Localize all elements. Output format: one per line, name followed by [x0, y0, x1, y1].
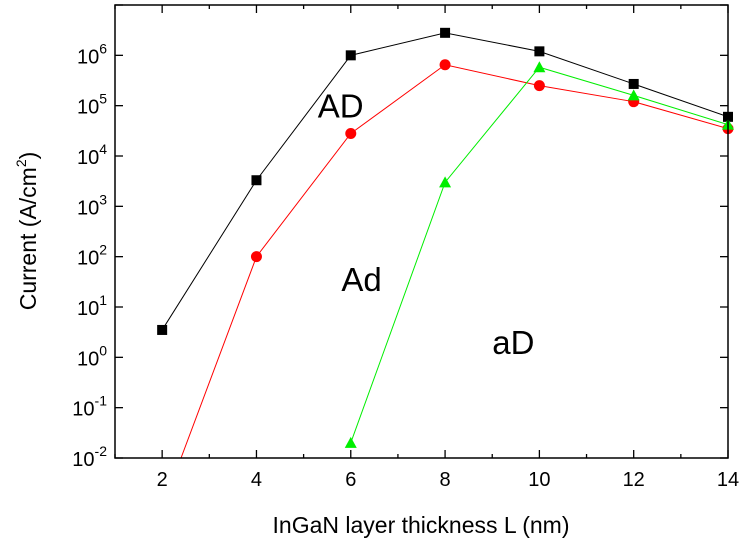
series-line-circle [180, 64, 728, 458]
y-tick-exp: 5 [99, 91, 107, 107]
y-tick-base: 10 [72, 449, 94, 471]
annotation-label: aD [492, 324, 534, 361]
y-tick-base: 10 [77, 248, 99, 270]
y-axis-title-tail: ) [15, 152, 41, 160]
annotation-label: Ad [341, 261, 381, 298]
x-tick-label: 12 [623, 469, 645, 491]
x-tick-label: 10 [528, 469, 550, 491]
data-point-square [157, 324, 168, 335]
y-tick-label: 101 [77, 292, 107, 320]
data-point-square [345, 50, 356, 61]
y-tick-exp: 0 [99, 342, 107, 358]
x-tick-label: 4 [251, 469, 262, 491]
y-tick-label: 106 [77, 40, 107, 68]
data-point-square [440, 27, 451, 38]
y-axis-title-sup: 2 [13, 159, 29, 167]
x-tick-label: 14 [717, 469, 739, 491]
y-tick-exp: 2 [99, 242, 107, 258]
series-line-triangle [350, 66, 728, 444]
y-tick-exp: -1 [95, 393, 108, 409]
y-tick-base: 10 [77, 46, 99, 68]
y-tick-exp: 4 [99, 141, 107, 157]
y-tick-exp: 1 [99, 292, 107, 308]
y-tick-base: 10 [77, 197, 99, 219]
markers-layer [157, 27, 734, 448]
annotation-label: AD [318, 88, 364, 125]
data-point-triangle [627, 89, 640, 101]
y-tick-label: 10-2 [72, 443, 107, 471]
data-point-triangle [439, 176, 452, 188]
y-tick-exp: -2 [95, 443, 108, 459]
y-axis-title-main: Current (A/cm [15, 167, 41, 310]
data-point-triangle [533, 61, 546, 73]
y-tick-label: 100 [77, 342, 107, 370]
y-tick-base: 10 [77, 348, 99, 370]
data-point-circle [250, 251, 262, 263]
data-point-triangle [344, 436, 357, 448]
y-tick-base: 10 [77, 97, 99, 119]
y-tick-base: 10 [77, 147, 99, 169]
annotations-layer: AD Ad aD [318, 88, 535, 362]
data-point-square [628, 78, 639, 89]
y-tick-exp: 3 [99, 191, 107, 207]
data-point-circle [345, 127, 357, 139]
data-point-square [251, 175, 262, 186]
y-tick-label: 102 [77, 242, 107, 270]
y-tick-base: 10 [77, 298, 99, 320]
y-tick-base: 10 [72, 399, 94, 421]
y-tick-label: 103 [77, 191, 107, 219]
y-tick-exp: 6 [99, 40, 107, 56]
data-point-circle [439, 59, 451, 71]
series-layer [161, 32, 728, 458]
y-tick-label: 105 [77, 91, 107, 119]
data-point-square [534, 46, 545, 57]
y-axis-title: Current (A/cm2) [13, 152, 41, 311]
data-point-circle [533, 80, 545, 92]
x-axis-title: InGaN layer thickness L (nm) [273, 512, 570, 538]
y-tick-label: 10-1 [72, 393, 107, 421]
x-tick-label: 6 [345, 469, 356, 491]
plot-frame [114, 4, 729, 459]
y-tick-label: 104 [77, 141, 107, 169]
x-tick-label: 2 [157, 469, 168, 491]
x-tick-label: 8 [440, 469, 451, 491]
